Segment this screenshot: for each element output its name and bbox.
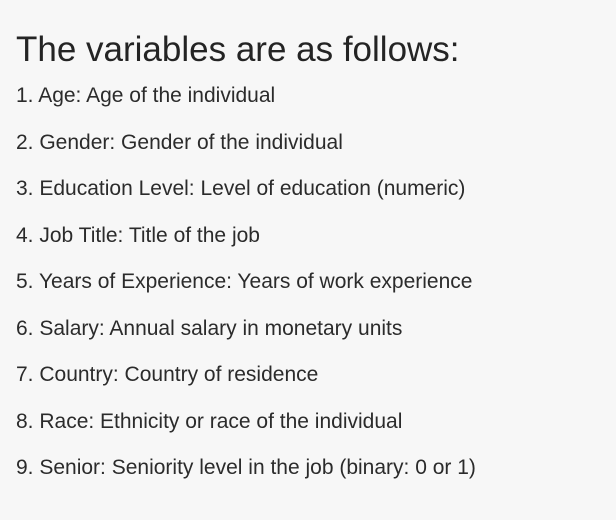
variable-item-job-title: 4. Job Title: Title of the job — [16, 223, 260, 247]
variable-list: 1. Age: Age of the individual 2. Gender:… — [16, 83, 600, 481]
variable-item-years-of-experience: 5. Years of Experience: Years of work ex… — [16, 270, 473, 293]
variable-item-senior: 9. Senior: Seniority level in the job (b… — [16, 456, 476, 479]
variable-item-salary: 6. Salary: Annual salary in monetary uni… — [16, 316, 403, 340]
variable-item-race: 8. Race: Ethnicity or race of the indivi… — [16, 409, 403, 433]
variable-item-gender: 2. Gender: Gender of the individual — [16, 130, 343, 154]
variable-item-country: 7. Country: Country of residence — [16, 363, 319, 386]
variable-item-age: 1. Age: Age of the individual — [16, 84, 276, 107]
section-heading: The variables are as follows: — [16, 30, 460, 69]
variable-item-education-level: 3. Education Level: Level of education (… — [16, 177, 466, 200]
